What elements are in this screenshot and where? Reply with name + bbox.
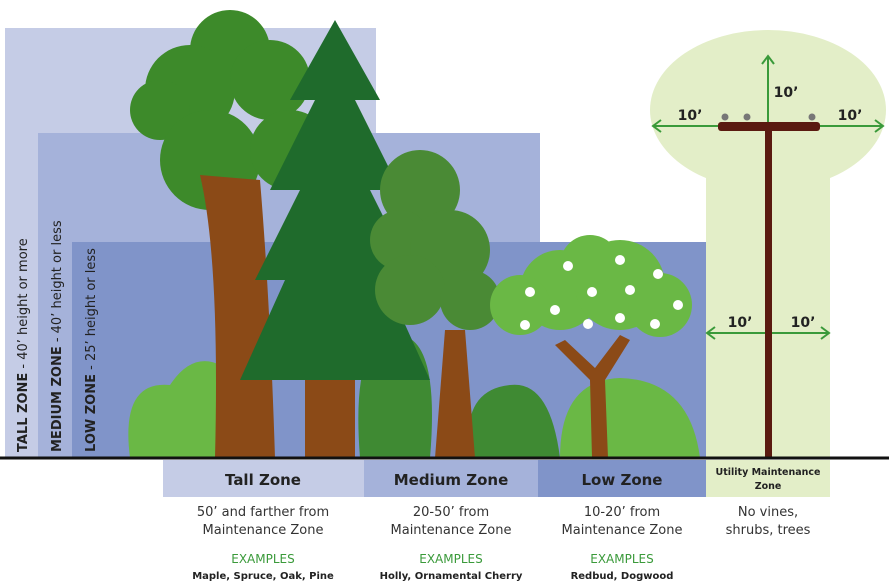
column-description: Maintenance Zone	[391, 523, 512, 538]
column-description: 10-20’ from	[584, 505, 660, 520]
zone-height: - 40’ height or more	[16, 238, 31, 372]
column-description: 50’ and farther from	[197, 505, 329, 520]
column-description: Maintenance Zone	[562, 523, 683, 538]
column-description: shrubs, trees	[726, 523, 811, 538]
clearance: 10’	[678, 108, 703, 124]
column-title: Medium Zone	[394, 471, 509, 489]
examples-heading: EXAMPLES	[231, 552, 295, 566]
examples-heading: EXAMPLES	[590, 552, 654, 566]
clearance: 10’	[728, 315, 753, 331]
examples: Redbud, Dogwood	[571, 571, 674, 582]
diagram: 10’ 10’ 10’ 10’ 10’ TALL ZONE - 40’ heig…	[0, 0, 889, 586]
column-title: Tall Zone	[225, 471, 301, 489]
zone-height: - 40’ height or less	[50, 220, 65, 346]
zone-label: TALL ZONE - 40’ height or more	[16, 238, 31, 452]
examples: Holly, Ornamental Cherry	[380, 571, 523, 582]
examples: Maple, Spruce, Oak, Pine	[192, 571, 334, 582]
clearance: 10’	[774, 85, 799, 101]
column-description: No vines,	[738, 505, 798, 520]
trees	[128, 10, 700, 458]
zone-label: LOW ZONE - 25’ height or less	[84, 248, 99, 452]
zone-labels: TALL ZONE - 40’ height or more MEDIUM ZO…	[16, 220, 99, 452]
column-description: 20-50’ from	[413, 505, 489, 520]
zone-name: LOW ZONE	[84, 374, 99, 452]
zone-name: TALL ZONE	[16, 373, 31, 452]
column-title: Zone	[755, 481, 782, 492]
column-title: Utility Maintenance	[716, 467, 821, 478]
clearance: 10’	[791, 315, 816, 331]
column-description: Maintenance Zone	[203, 523, 324, 538]
examples-heading: EXAMPLES	[419, 552, 483, 566]
zone-label: MEDIUM ZONE - 40’ height or less	[50, 220, 65, 452]
zone-name: MEDIUM ZONE	[50, 346, 65, 452]
zone-table: Tall Zone Medium Zone Low Zone Utility M…	[163, 460, 830, 582]
clearance: 10’	[838, 108, 863, 124]
zone-height: - 25’ height or less	[84, 248, 99, 374]
column-title: Low Zone	[582, 471, 663, 489]
